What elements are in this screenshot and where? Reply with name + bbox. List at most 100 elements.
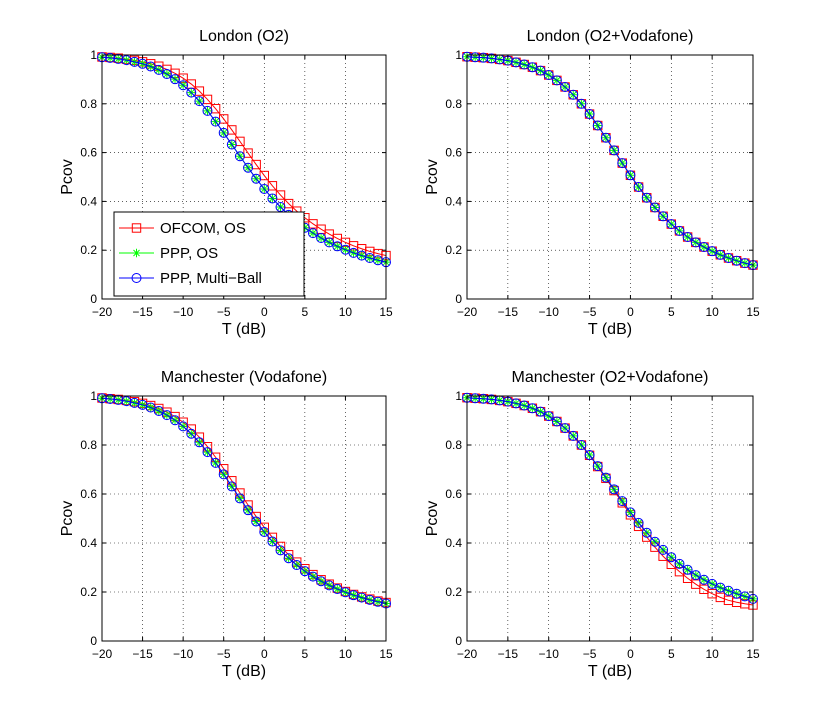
data-point: [568, 89, 579, 100]
data-point: [698, 242, 709, 253]
data-point: [690, 570, 701, 581]
x-tick-label: 5: [668, 305, 675, 319]
x-axis-label: T (dB): [222, 321, 266, 338]
y-tick-label: 0: [455, 634, 462, 648]
data-point: [707, 246, 718, 257]
data-point: [592, 120, 603, 131]
data-point: [105, 52, 116, 63]
x-tick-label: 0: [261, 305, 268, 319]
data-point: [649, 202, 660, 213]
series-line: [101, 56, 387, 263]
data-point: [259, 526, 270, 537]
x-tick-label: −10: [173, 647, 194, 661]
data-point: [641, 192, 652, 203]
x-tick-label: 15: [379, 647, 393, 661]
x-tick-label: 5: [668, 647, 675, 661]
data-point: [243, 148, 253, 158]
y-tick-label: 0.8: [80, 97, 97, 111]
series-line: [466, 56, 754, 266]
data-point: [267, 193, 278, 204]
series-line: [101, 397, 387, 604]
data-point: [698, 574, 709, 585]
x-tick-label: −15: [132, 305, 153, 319]
data-point: [372, 255, 383, 266]
series-line: [101, 56, 387, 257]
data-point: [202, 105, 213, 116]
data-point: [535, 406, 546, 417]
data-point: [178, 80, 189, 91]
y-tick-label: 0.4: [445, 194, 462, 208]
y-axis-label: Pcov: [59, 159, 76, 195]
x-tick-label: −20: [92, 647, 113, 661]
data-point: [316, 576, 327, 587]
data-point: [690, 237, 701, 248]
x-tick-label: 5: [302, 305, 309, 319]
legend-box: [113, 211, 305, 297]
data-point: [243, 162, 254, 173]
series-3: [462, 51, 758, 271]
x-tick-label: −20: [92, 305, 113, 319]
y-tick-label: 0.8: [445, 97, 462, 111]
y-tick-label: 0.2: [80, 585, 97, 599]
series-3: [97, 393, 391, 609]
data-point: [641, 527, 652, 538]
data-point: [226, 139, 237, 150]
x-tick-label: −15: [498, 647, 519, 661]
data-point: [560, 81, 571, 92]
data-point: [543, 411, 554, 422]
data-point: [666, 552, 677, 563]
y-tick-label: 1: [455, 389, 462, 403]
legend-label: OFCOM, OS: [160, 220, 246, 237]
x-tick-label: 15: [379, 305, 393, 319]
y-tick-label: 0.4: [80, 536, 97, 550]
x-tick-label: −5: [217, 647, 231, 661]
data-point: [129, 56, 140, 67]
x-axis-label: T (dB): [588, 663, 632, 680]
data-point: [234, 493, 245, 504]
data-point: [551, 75, 562, 86]
data-point: [658, 544, 669, 555]
data-point: [617, 158, 628, 169]
data-point: [584, 450, 595, 461]
x-tick-label: −5: [217, 305, 231, 319]
data-point: [235, 136, 245, 147]
y-tick-label: 0.4: [445, 536, 462, 550]
data-point: [600, 472, 611, 483]
series-3: [97, 52, 391, 268]
legend: OFCOM, OS PPP, OS PPP, Multi−Ball: [113, 211, 305, 297]
subplot-2: −20 −15 −10 −5 0 5 10 15 0 0.2 0.4 0.6 0.8 1 London (O…: [424, 28, 760, 338]
data-point: [527, 403, 538, 414]
data-point: [251, 516, 262, 527]
y-tick-label: 1: [455, 48, 462, 62]
series-3: [462, 392, 758, 604]
data-point: [243, 505, 254, 516]
data-point: [226, 481, 237, 492]
x-tick-label: 10: [705, 647, 719, 661]
data-point: [584, 109, 595, 120]
chart-title: London (O2+Vodafone): [527, 28, 694, 45]
axes-frame: [466, 54, 754, 300]
subplot-1: −20 −15 −10 −5 0 5 10 15 0 0.2 0.4 0.6 0.8 1 London (O…: [59, 28, 393, 338]
y-tick-label: 0.6: [80, 146, 97, 160]
data-point: [617, 496, 628, 507]
y-tick-label: 0.6: [80, 487, 97, 501]
x-tick-label: −15: [132, 647, 153, 661]
data-point: [535, 65, 546, 76]
x-tick-label: 15: [746, 305, 760, 319]
data-point: [486, 394, 497, 405]
x-axis-label: T (dB): [588, 321, 632, 338]
data-point: [568, 430, 579, 441]
data-point: [470, 393, 481, 404]
legend-entry: PPP, OS: [119, 245, 218, 262]
chart-title: Manchester (O2+Vodafone): [511, 369, 708, 386]
x-tick-label: 0: [261, 647, 268, 661]
x-tick-label: 10: [339, 305, 353, 319]
data-point: [576, 98, 587, 109]
data-point: [283, 198, 294, 209]
y-tick-label: 0.8: [445, 438, 462, 452]
data-point: [592, 461, 603, 472]
legend-marker: [131, 223, 142, 233]
data-point: [307, 228, 318, 239]
data-point: [682, 564, 693, 575]
